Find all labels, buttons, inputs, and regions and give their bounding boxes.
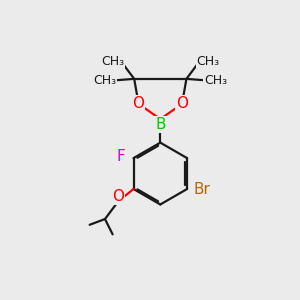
Text: O: O — [177, 96, 189, 111]
Text: CH₃: CH₃ — [197, 55, 220, 68]
Text: CH₃: CH₃ — [101, 55, 124, 68]
Text: F: F — [117, 149, 125, 164]
Text: B: B — [155, 117, 166, 132]
Text: CH₃: CH₃ — [204, 74, 227, 87]
Text: CH₃: CH₃ — [93, 74, 116, 87]
Text: O: O — [112, 189, 124, 204]
Text: O: O — [132, 96, 144, 111]
Text: Br: Br — [194, 182, 211, 196]
